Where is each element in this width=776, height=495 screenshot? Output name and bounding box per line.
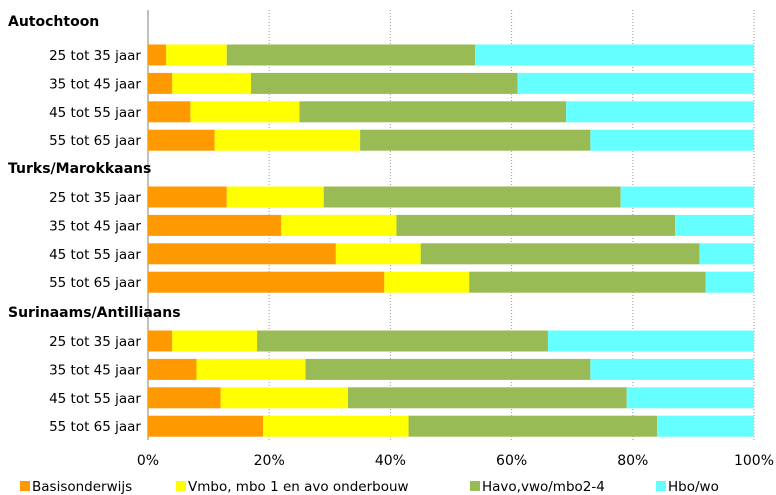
bar-segment	[408, 415, 658, 437]
bar-segment	[148, 72, 173, 94]
bar-segment	[172, 72, 252, 94]
legend-label: Havo,vwo/mbo2-4	[482, 479, 605, 495]
bar-segment	[699, 243, 754, 265]
x-tick-label: 60%	[496, 453, 527, 469]
bar-segment	[347, 387, 627, 409]
bar-segment	[469, 271, 706, 293]
bar-segment	[226, 44, 476, 66]
group-heading: Surinaams/Antilliaans	[8, 305, 181, 321]
bar-segment	[626, 387, 754, 409]
legend-label: Vmbo, mbo 1 en avo onderbouw	[188, 479, 409, 495]
bar-segment	[323, 186, 621, 208]
category-label: 35 tot 45 jaar	[49, 362, 141, 378]
bar-segment	[384, 271, 470, 293]
bar-segment	[148, 358, 197, 380]
bar-segment	[148, 271, 385, 293]
bar-segment	[335, 243, 421, 265]
bar-segment	[675, 214, 754, 236]
bar-segment	[226, 186, 324, 208]
legend-swatch	[176, 481, 186, 491]
bar-segment	[396, 214, 676, 236]
bar-segment	[172, 330, 258, 352]
bar-segment	[590, 129, 754, 151]
bar-segment	[517, 72, 754, 94]
legend-label: Basisonderwijs	[32, 479, 132, 495]
bar-segment	[148, 44, 167, 66]
category-label: 55 tot 65 jaar	[49, 275, 141, 291]
bar-segment	[420, 243, 700, 265]
bar-segment	[620, 186, 754, 208]
bar-segment	[148, 214, 282, 236]
category-label: 45 tot 55 jaar	[49, 105, 141, 121]
group-heading: Turks/Marokkaans	[8, 161, 151, 177]
bar-segment	[299, 101, 567, 123]
bar-segment	[281, 214, 397, 236]
legend-swatch	[470, 481, 480, 491]
bar-segment	[148, 186, 227, 208]
bar-segment	[148, 415, 264, 437]
category-label: 25 tot 35 jaar	[49, 48, 141, 64]
bar-segment	[148, 243, 336, 265]
bar-segment	[360, 129, 591, 151]
legend-label: Hbo/wo	[668, 479, 719, 495]
category-label: 45 tot 55 jaar	[49, 391, 141, 407]
bar-segment	[196, 358, 306, 380]
group-heading: Autochtoon	[8, 14, 99, 30]
bar-segment	[190, 101, 300, 123]
bar-segment	[220, 387, 348, 409]
category-label: 55 tot 65 jaar	[49, 133, 141, 149]
bar-segment	[705, 271, 754, 293]
bar-segment	[148, 330, 173, 352]
bar-segment	[263, 415, 409, 437]
category-label: 45 tot 55 jaar	[49, 247, 141, 263]
bar-segment	[590, 358, 754, 380]
bar-segment	[251, 72, 518, 94]
bar-segment	[166, 44, 227, 66]
legend-swatch	[20, 481, 30, 491]
x-tick-label: 100%	[734, 453, 774, 469]
bar-segment	[547, 330, 754, 352]
bar-segment	[148, 101, 191, 123]
bar-segment	[657, 415, 754, 437]
bar-segment	[257, 330, 548, 352]
bar-segment	[148, 387, 221, 409]
x-tick-label: 40%	[375, 453, 406, 469]
x-tick-label: 80%	[617, 453, 648, 469]
x-tick-label: 0%	[137, 453, 159, 469]
bar-segment	[214, 129, 361, 151]
category-label: 35 tot 45 jaar	[49, 218, 141, 234]
category-label: 55 tot 65 jaar	[49, 419, 141, 435]
category-label: 25 tot 35 jaar	[49, 334, 141, 350]
bar-segment	[148, 129, 215, 151]
category-label: 25 tot 35 jaar	[49, 190, 141, 206]
bar-segment	[475, 44, 754, 66]
bar-segment	[305, 358, 591, 380]
bar-segment	[566, 101, 754, 123]
x-tick-label: 20%	[254, 453, 285, 469]
legend-swatch	[656, 481, 666, 491]
category-label: 35 tot 45 jaar	[49, 76, 141, 92]
